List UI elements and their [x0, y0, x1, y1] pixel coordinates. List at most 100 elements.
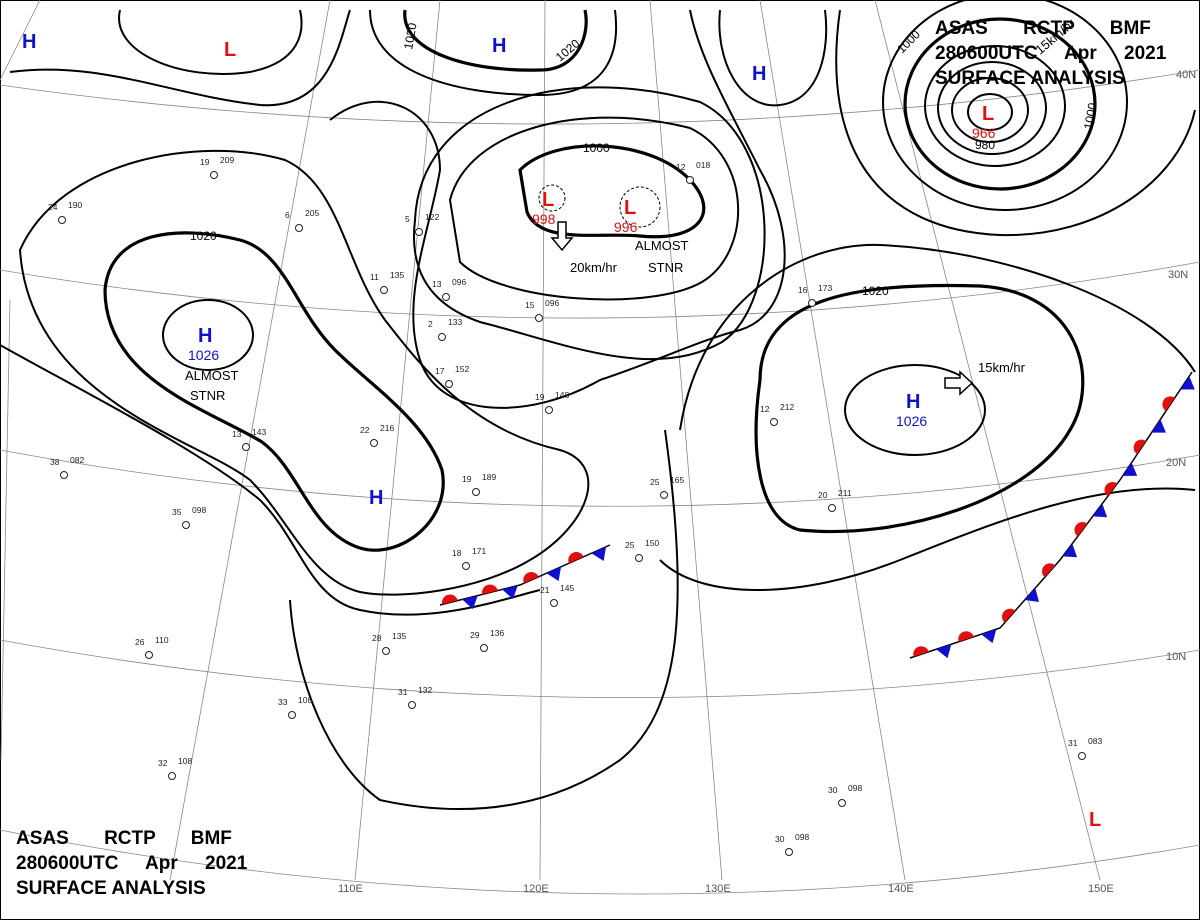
cold-front-symbol [1024, 588, 1039, 602]
isobar-label: 980 [975, 138, 995, 152]
station-pressure: 190 [68, 200, 82, 210]
isobar [18, 149, 590, 596]
station-temperature: 16 [798, 285, 808, 295]
station-pressure: 189 [482, 472, 496, 482]
station-dot [380, 286, 388, 294]
warm-front-symbol [568, 552, 584, 564]
isobar [882, 0, 1128, 211]
latitude-label: 20N [1166, 457, 1186, 469]
pressure-center-symbol: L [224, 39, 236, 61]
station-pressure: 018 [696, 160, 710, 170]
station-dot [770, 418, 778, 426]
cold-front-symbol [1062, 543, 1078, 558]
isobar [951, 77, 1029, 143]
station-temperature: 18 [452, 548, 462, 558]
labels: ASAS RCTP BMF 280600UTC Apr 2021 SURFACE… [16, 15, 1196, 899]
station-temperature: 30 [775, 834, 785, 844]
isobar [0, 344, 541, 616]
isobar [754, 283, 1085, 534]
longitude-label: 110E [338, 883, 363, 895]
station-dot [660, 491, 668, 499]
station-temperature: 22 [360, 425, 370, 435]
annotation: ALMOST [635, 238, 689, 253]
station-temperature: 30 [828, 785, 838, 795]
station-pressure: 133 [448, 317, 462, 327]
pressure-center-symbol: H [369, 487, 383, 509]
station-pressure: 108 [178, 756, 192, 766]
warm-front-symbol [1002, 608, 1016, 623]
station-dot [168, 772, 176, 780]
station-temperature: 26 [135, 637, 145, 647]
station-pressure: 136 [490, 628, 504, 638]
arrow [944, 370, 974, 396]
station-pressure: 143 [252, 427, 266, 437]
isobar-label: 1020 [401, 21, 419, 50]
latitude-line [0, 639, 1200, 698]
station-pressure: 216 [380, 423, 394, 433]
latitude-label: 10N [1166, 651, 1186, 663]
station-dot [242, 443, 250, 451]
isobar [162, 299, 254, 371]
latitude-label: 40N [1176, 69, 1196, 81]
isobar [903, 17, 1097, 191]
warm-front-symbol [1074, 522, 1088, 537]
pressure-center-value: 998 [532, 211, 556, 227]
warm-front-symbol [1104, 481, 1118, 497]
cold-front-symbol [936, 644, 952, 659]
warm-front-symbol [1133, 439, 1147, 455]
station-dot [635, 554, 643, 562]
pressure-center-symbol: L [624, 197, 636, 219]
station-pressure: 165 [670, 475, 684, 485]
header-line: SURFACE ANALYSIS [935, 68, 1125, 89]
arrow [550, 221, 574, 252]
latitude-line [0, 261, 1200, 319]
cold-front-symbol [1122, 462, 1138, 476]
station-temperature: 5 [405, 214, 410, 224]
pressure-center-symbol: H [198, 325, 212, 347]
longitude-line [0, 0, 41, 761]
station-pressure: 122 [425, 212, 439, 222]
warm-front-symbol [523, 572, 539, 584]
station-dot [58, 216, 66, 224]
warm-front-symbol [913, 646, 929, 657]
station-dot [550, 599, 558, 607]
cold-front-symbol [546, 566, 562, 581]
header-line: 280600UTC Apr 2021 [16, 853, 248, 874]
annotation: ALMOST [185, 368, 239, 383]
station-dot [438, 333, 446, 341]
station-temperature: 20 [818, 490, 828, 500]
cold-front-symbol [1180, 376, 1195, 390]
longitude-label: 120E [523, 883, 549, 895]
isobar [679, 243, 1196, 431]
pressure-center-symbol: L [982, 103, 994, 125]
station-temperature: 17 [435, 366, 445, 376]
pressure-center-value: 966 [972, 125, 996, 141]
graticule [0, 0, 1200, 895]
station-temperature: 33 [278, 697, 288, 707]
isobar [403, 9, 588, 72]
station-pressure: 083 [1088, 736, 1102, 746]
station-pressure: 145 [560, 583, 574, 593]
cold-front-symbol [1092, 503, 1108, 518]
stationary-front [909, 371, 1193, 659]
warm-front-symbol [1042, 563, 1056, 578]
isobar [369, 9, 618, 97]
isobar [718, 9, 828, 107]
station-pressure: 135 [392, 631, 406, 641]
station-temperature: 13 [432, 279, 442, 289]
header-line: ASAS RCTP BMF [935, 18, 1151, 39]
warm-front-symbol [958, 631, 974, 642]
motion-arrows [550, 221, 974, 396]
cold-front-symbol [462, 595, 478, 610]
longitude-line [354, 0, 441, 881]
longitude-line [539, 0, 546, 881]
cold-front-symbol [591, 546, 607, 561]
latitude-line [0, 449, 1200, 507]
station-pressure: 098 [795, 832, 809, 842]
station-dot [838, 799, 846, 807]
station-temperature: 12 [760, 404, 770, 414]
station-pressure: 211 [838, 488, 852, 498]
station-dot [382, 647, 390, 655]
station-dot [472, 488, 480, 496]
